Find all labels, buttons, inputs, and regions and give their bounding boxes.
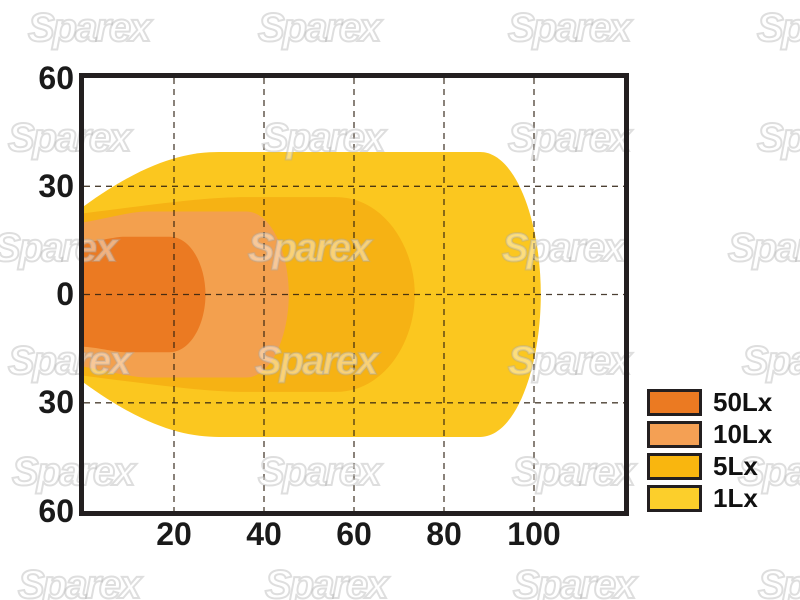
legend-label: 5Lx	[713, 451, 758, 481]
x-tick-label-60: 60	[336, 515, 372, 552]
watermark-text: Sparex	[17, 562, 142, 600]
plot-area	[84, 77, 624, 511]
legend-swatch-1lx	[647, 485, 702, 512]
watermark-text: Sparex	[741, 338, 800, 384]
legend-item-50lx: 50Lx	[647, 389, 772, 416]
legend-swatch-50lx	[647, 389, 702, 416]
watermark-text: Sparex	[756, 115, 800, 161]
x-tick-label-20: 20	[156, 515, 192, 552]
y-tick-label-3: 30	[38, 384, 74, 421]
x-tick-label-80: 80	[426, 515, 462, 552]
legend-swatch-5lx	[647, 453, 702, 480]
x-tick-label-40: 40	[246, 515, 282, 552]
watermark-text: Sparex	[264, 562, 389, 600]
watermark-text: Sparex	[756, 5, 800, 51]
beam-contours-svg	[84, 77, 624, 511]
legend-label: 50Lx	[713, 387, 773, 417]
x-tick-label-100: 100	[507, 515, 561, 552]
watermark-text: Sparex	[727, 225, 800, 271]
legend: 50Lx 10Lx 5Lx 1Lx	[647, 389, 772, 517]
legend-item-1lx: 1Lx	[647, 485, 772, 512]
legend-swatch-10lx	[647, 421, 702, 448]
y-tick-label-2: 0	[56, 276, 74, 312]
watermark-text: Sparex	[757, 562, 800, 600]
y-tick-label-1: 30	[38, 167, 74, 204]
legend-label: 10Lx	[713, 419, 773, 449]
y-tick-label-4: 60	[38, 492, 74, 529]
y-tick-label-0: 60	[38, 59, 74, 96]
watermark-text: Sparex	[27, 5, 152, 51]
legend-item-10lx: 10Lx	[647, 421, 772, 448]
watermark-text: Sparex	[257, 5, 382, 51]
watermark-text: Sparex	[512, 562, 637, 600]
legend-item-5lx: 5Lx	[647, 453, 772, 480]
watermark-text: Sparex	[507, 5, 632, 51]
legend-label: 1Lx	[713, 483, 758, 513]
